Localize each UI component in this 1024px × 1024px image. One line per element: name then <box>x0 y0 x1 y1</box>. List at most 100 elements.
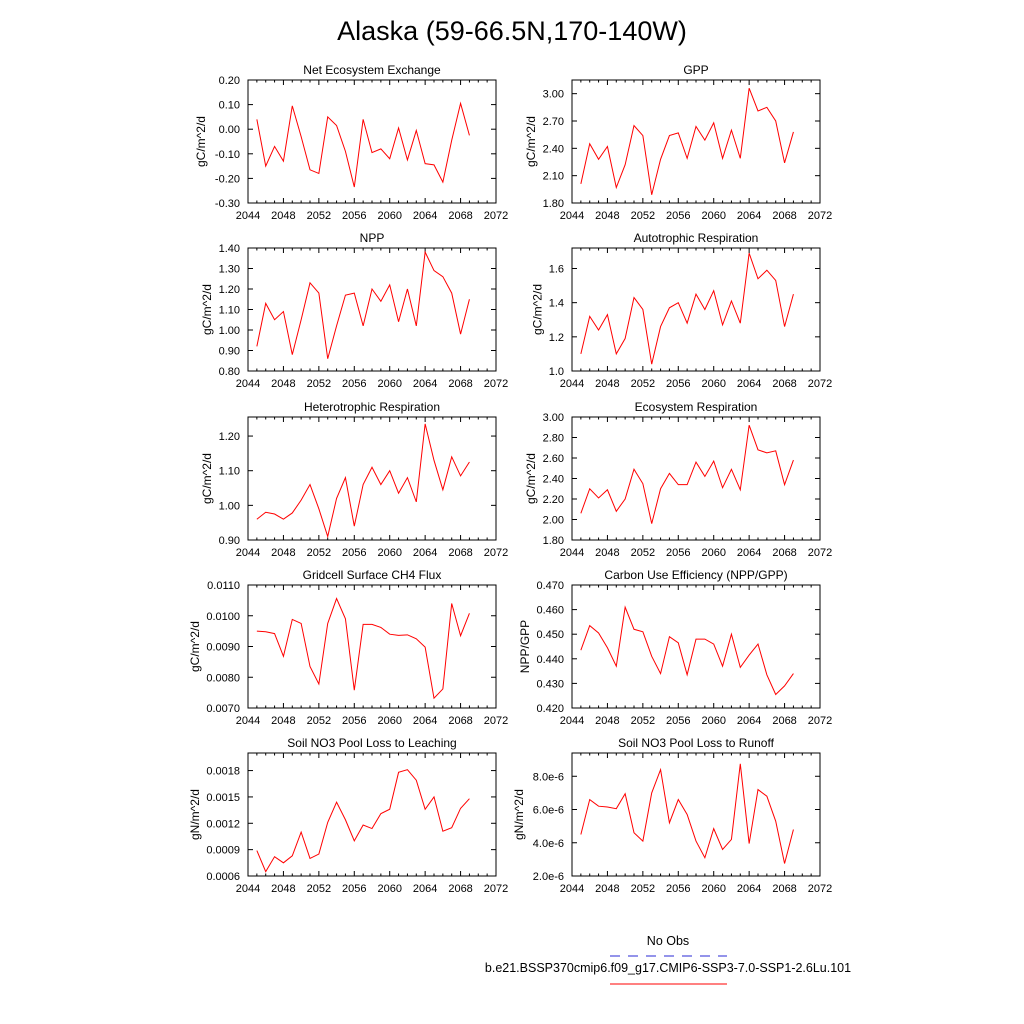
x-tick-label: 2060 <box>377 883 401 895</box>
plot-frame <box>247 247 497 372</box>
y-tick-label: 0.0090 <box>206 642 240 654</box>
panel-title: GPP <box>683 63 708 77</box>
y-tick-label: 2.10 <box>543 171 564 183</box>
x-tick-label: 2072 <box>484 883 508 895</box>
x-tick-label: 2056 <box>666 883 690 895</box>
x-tick-label: 2060 <box>701 547 725 559</box>
y-tick-label: 0.0018 <box>206 766 240 778</box>
y-axis-label: gC/m^2/d <box>200 284 214 335</box>
panel-title: Ecosystem Respiration <box>635 400 758 414</box>
chart-panels: Net Ecosystem Exchange 2044 2048 2052 2056 20… <box>188 63 832 895</box>
y-tick-label: 1.0 <box>549 366 564 378</box>
x-tick-label: 2068 <box>772 883 796 895</box>
x-tick-label: 2052 <box>631 715 655 727</box>
x-tick-label: 2048 <box>271 210 295 222</box>
series-line <box>256 250 470 359</box>
y-tick-label: 8.0e-6 <box>533 771 564 783</box>
y-tick-label: -0.20 <box>215 173 240 185</box>
x-tick-label: 2048 <box>271 715 295 727</box>
x-tick-label: 2060 <box>377 547 401 559</box>
x-tick-label: 2064 <box>737 547 761 559</box>
y-tick-label: 2.00 <box>543 515 564 527</box>
chart-panel: Soil NO3 Pool Loss to Leaching 2044 2048 20… <box>188 736 508 895</box>
series-line <box>256 101 470 188</box>
x-tick-label: 2056 <box>342 378 366 390</box>
series-line <box>580 425 794 524</box>
y-axis-label: gC/m^2/d <box>524 453 538 504</box>
y-tick-label: 1.20 <box>219 431 240 443</box>
y-tick-label: 0.90 <box>219 346 240 358</box>
y-tick-label: 1.6 <box>549 264 564 276</box>
chart-panel: Net Ecosystem Exchange 2044 2048 2052 2056 20… <box>194 63 508 222</box>
x-tick-label: 2068 <box>772 547 796 559</box>
x-tick-label: 2052 <box>307 210 331 222</box>
plot-frame <box>571 584 821 709</box>
x-tick-label: 2052 <box>307 883 331 895</box>
x-tick-label: 2056 <box>342 883 366 895</box>
x-tick-label: 2064 <box>413 547 437 559</box>
page-title: Alaska (59-66.5N,170-140W) <box>337 16 687 46</box>
panel-title: Carbon Use Efficiency (NPP/GPP) <box>604 568 787 582</box>
y-tick-label: 1.10 <box>219 305 240 317</box>
x-tick-label: 2048 <box>595 210 619 222</box>
series-line <box>580 763 794 864</box>
panel-title: NPP <box>360 231 385 245</box>
x-tick-label: 2048 <box>595 883 619 895</box>
x-tick-label: 2052 <box>631 883 655 895</box>
y-tick-label: 0.0012 <box>206 818 240 830</box>
x-tick-label: 2044 <box>236 210 260 222</box>
x-tick-label: 2060 <box>701 210 725 222</box>
x-tick-label: 2072 <box>484 547 508 559</box>
x-tick-label: 2060 <box>701 715 725 727</box>
x-tick-label: 2068 <box>448 378 472 390</box>
plot-frame <box>247 752 497 877</box>
y-tick-label: 0.460 <box>536 605 564 617</box>
series-line <box>580 252 794 365</box>
x-tick-label: 2060 <box>701 378 725 390</box>
plot-frame <box>571 79 821 204</box>
chart-panel: Heterotrophic Respiration 2044 2048 2052 205… <box>200 400 508 559</box>
plot-frame <box>247 79 497 204</box>
x-tick-label: 2064 <box>737 378 761 390</box>
x-tick-label: 2072 <box>484 378 508 390</box>
y-tick-label: 2.20 <box>543 494 564 506</box>
x-tick-label: 2064 <box>413 883 437 895</box>
x-tick-label: 2060 <box>377 210 401 222</box>
x-tick-label: 2056 <box>342 547 366 559</box>
x-tick-label: 2044 <box>236 883 260 895</box>
x-tick-label: 2052 <box>307 378 331 390</box>
x-tick-label: 2072 <box>808 883 832 895</box>
y-axis-label: gC/m^2/d <box>524 116 538 167</box>
x-tick-label: 2048 <box>271 378 295 390</box>
x-tick-label: 2068 <box>448 547 472 559</box>
x-tick-label: 2044 <box>560 883 584 895</box>
x-tick-label: 2056 <box>342 715 366 727</box>
x-tick-label: 2072 <box>808 210 832 222</box>
panel-title: Heterotrophic Respiration <box>304 400 440 414</box>
y-tick-label: -0.10 <box>215 149 240 161</box>
y-tick-label: 1.10 <box>219 466 240 478</box>
x-tick-label: 2072 <box>484 210 508 222</box>
y-axis-label: gC/m^2/d <box>188 621 202 672</box>
y-tick-label: 0.470 <box>536 580 564 592</box>
x-tick-label: 2072 <box>808 715 832 727</box>
x-tick-label: 2048 <box>271 547 295 559</box>
y-tick-label: 0.0070 <box>206 703 240 715</box>
x-tick-label: 2052 <box>307 715 331 727</box>
plot-frame <box>571 752 821 877</box>
y-tick-label: 0.420 <box>536 703 564 715</box>
y-tick-label: 3.00 <box>543 412 564 424</box>
y-axis-label: gN/m^2/d <box>188 789 202 840</box>
y-tick-label: 1.80 <box>543 198 564 210</box>
x-tick-label: 2044 <box>236 547 260 559</box>
panel-title: Soil NO3 Pool Loss to Leaching <box>287 736 456 750</box>
y-axis-label: gN/m^2/d <box>512 789 526 840</box>
x-tick-label: 2044 <box>560 378 584 390</box>
legend-obs-label: No Obs <box>647 934 689 948</box>
y-tick-label: 2.0e-6 <box>533 871 564 883</box>
y-tick-label: 1.00 <box>219 325 240 337</box>
y-tick-label: 0.450 <box>536 629 564 641</box>
y-tick-label: 2.70 <box>543 116 564 128</box>
y-tick-label: 2.40 <box>543 474 564 486</box>
y-tick-label: 0.430 <box>536 678 564 690</box>
